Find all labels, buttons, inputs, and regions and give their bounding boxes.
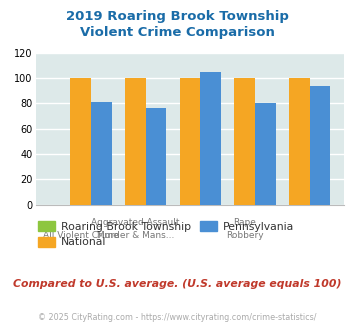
Bar [234, 78, 255, 205]
Bar [255, 103, 276, 205]
Bar [289, 78, 310, 205]
Text: Robbery: Robbery [226, 231, 263, 240]
Bar [70, 78, 91, 205]
Text: All Violent Crime: All Violent Crime [43, 231, 119, 240]
Bar [125, 78, 146, 205]
Bar [146, 109, 166, 205]
Text: Murder & Mans...: Murder & Mans... [97, 231, 174, 240]
Bar [310, 86, 330, 205]
Text: Aggravated Assault: Aggravated Assault [91, 218, 180, 227]
Legend: Roaring Brook Township, National, Pennsylvania: Roaring Brook Township, National, Pennsy… [34, 216, 298, 252]
Text: © 2025 CityRating.com - https://www.cityrating.com/crime-statistics/: © 2025 CityRating.com - https://www.city… [38, 314, 317, 322]
Text: Compared to U.S. average. (U.S. average equals 100): Compared to U.S. average. (U.S. average … [13, 279, 342, 289]
Bar [200, 72, 221, 205]
Bar [91, 102, 112, 205]
Text: 2019 Roaring Brook Township
Violent Crime Comparison: 2019 Roaring Brook Township Violent Crim… [66, 10, 289, 39]
Bar [180, 78, 200, 205]
Text: Rape: Rape [233, 218, 256, 227]
